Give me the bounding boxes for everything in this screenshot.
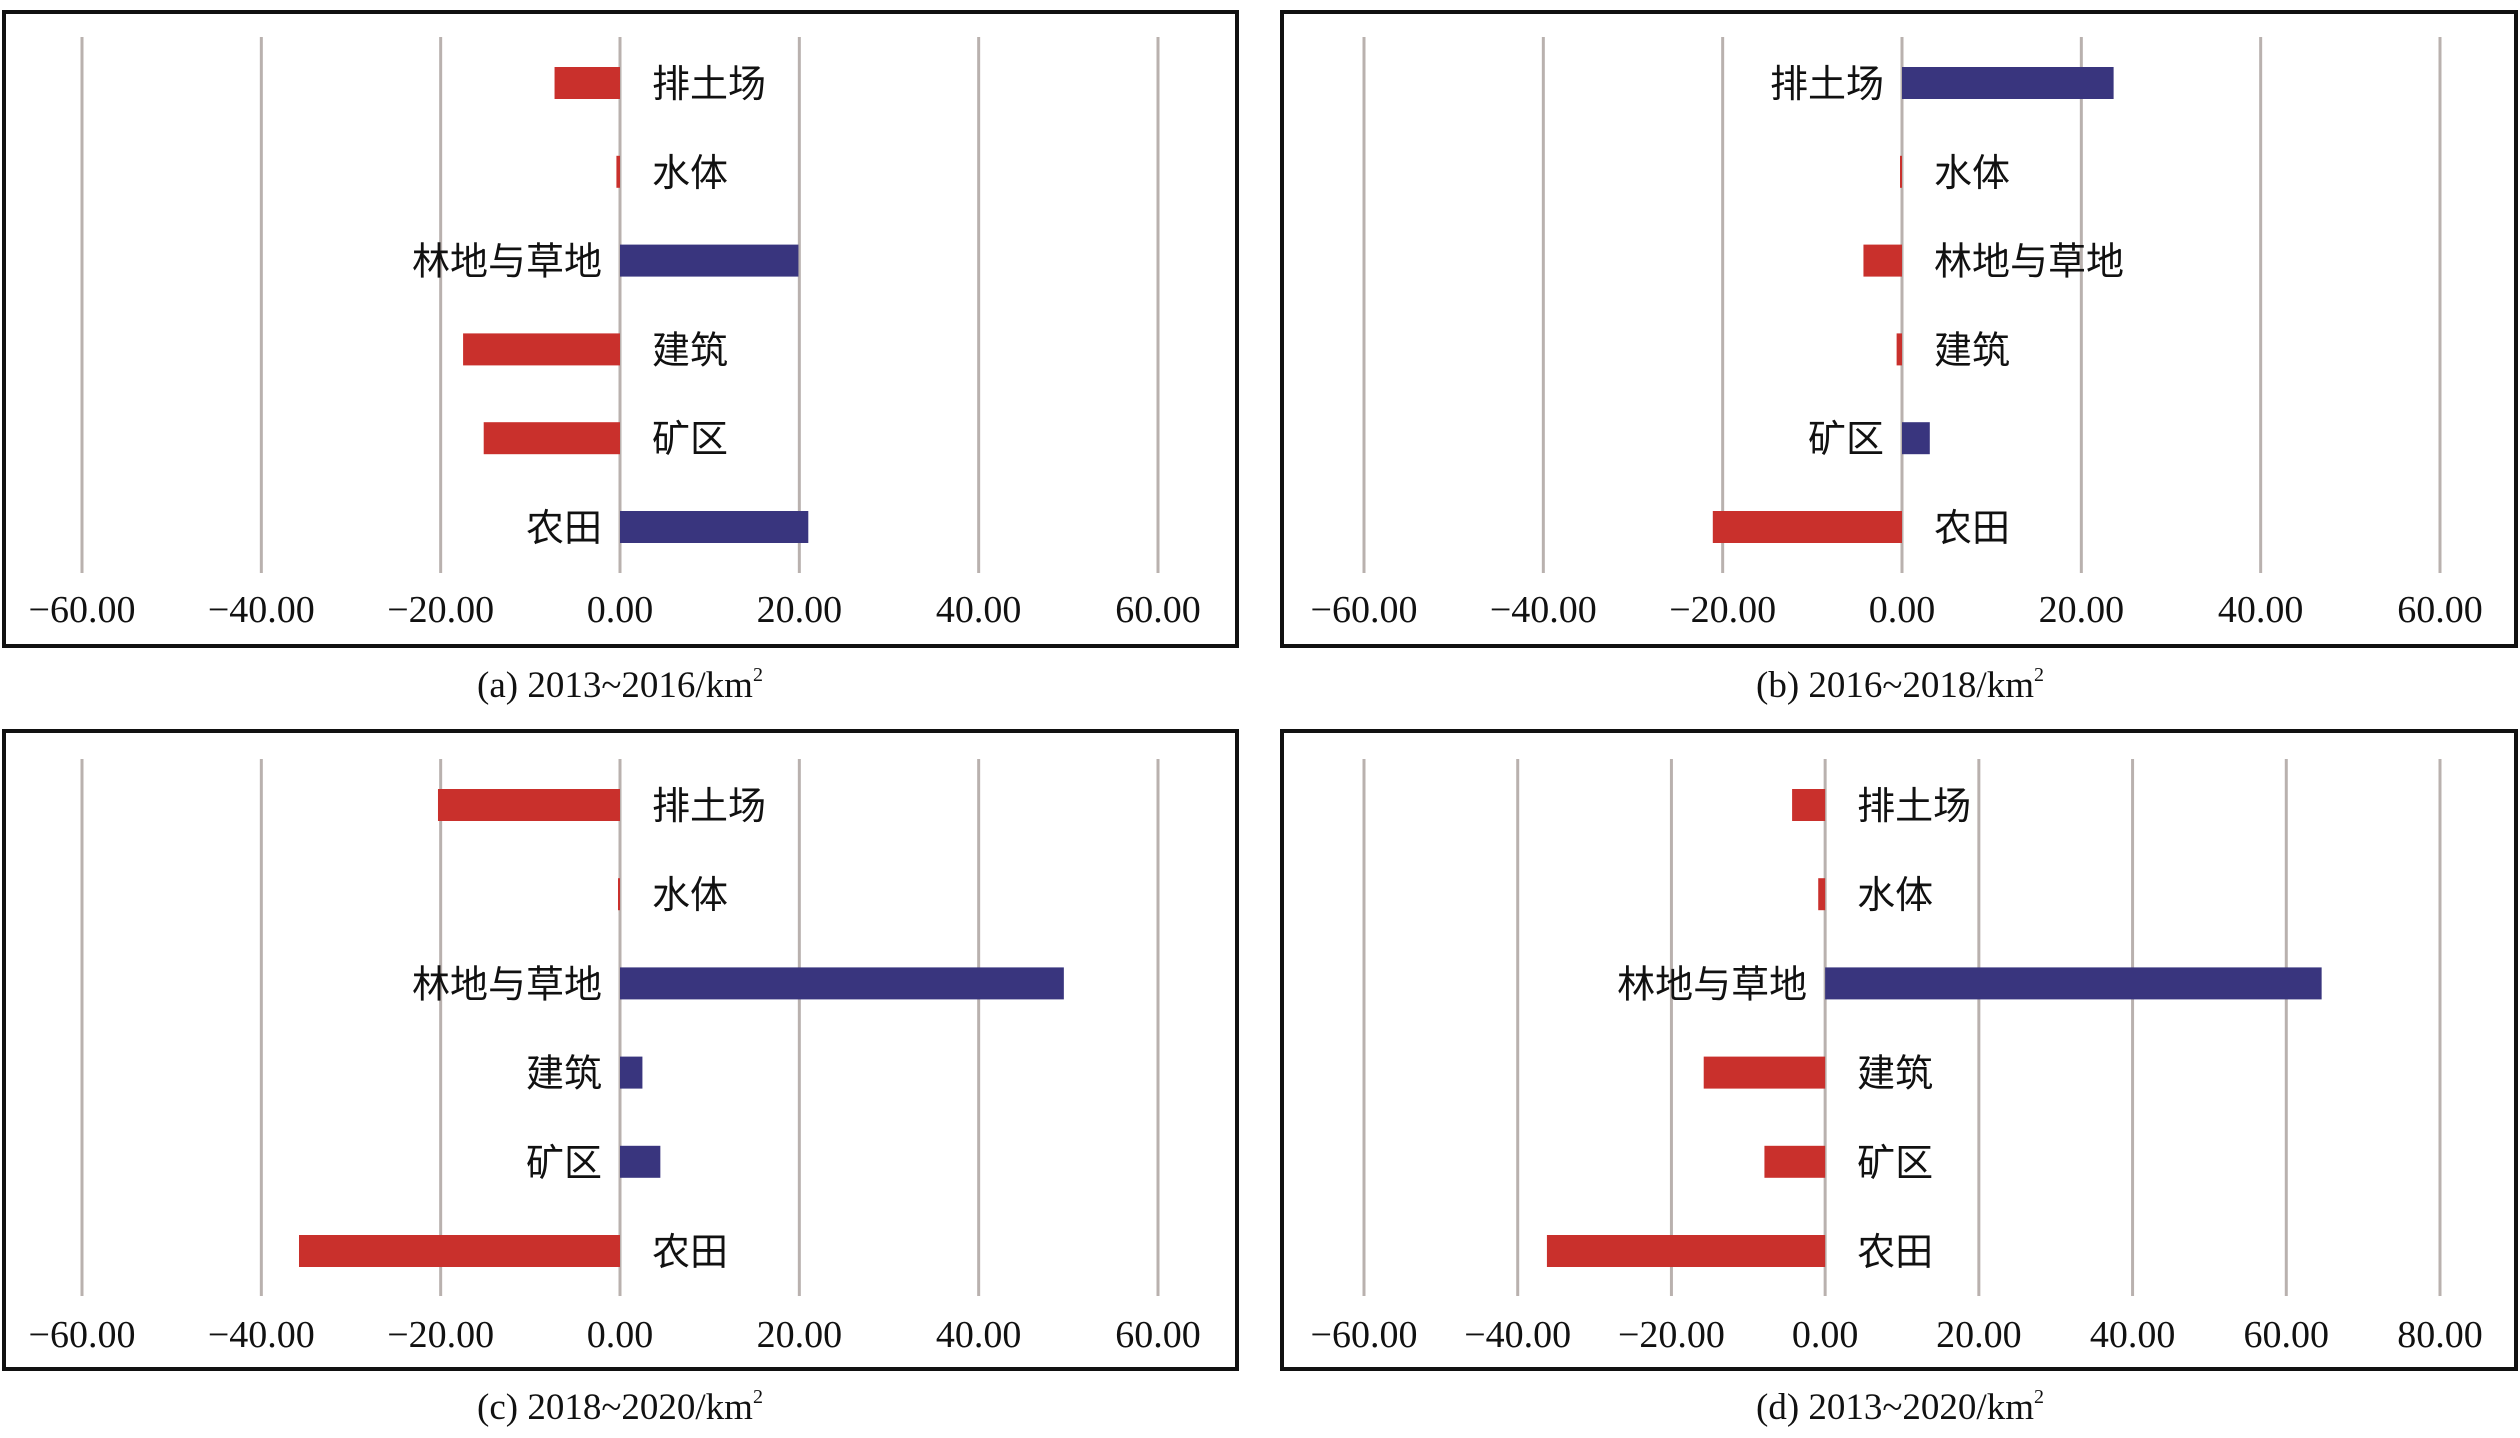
chart-a-caption-text: (a) 2013~2016/km (477, 665, 753, 706)
chart-c-caption-sup: 2 (752, 1386, 763, 1408)
chart-d-caption-text: (d) 2013~2020/km (1756, 1387, 2034, 1428)
chart-c-caption: (c) 2018~2020/km2 (0, 1386, 1240, 1429)
chart-c-caption-text: (c) 2018~2020/km (477, 1387, 753, 1428)
chart-panel-d (1280, 729, 2518, 1371)
chart-a-caption-sup: 2 (752, 664, 763, 686)
chart-b-caption-sup: 2 (2033, 664, 2044, 686)
chart-b-caption-text: (b) 2016~2018/km (1756, 665, 2034, 706)
chart-d-caption-sup: 2 (2033, 1386, 2044, 1408)
chart-b-caption: (b) 2016~2018/km2 (1280, 664, 2520, 707)
chart-panel-b (1280, 10, 2518, 648)
chart-d-caption: (d) 2013~2020/km2 (1280, 1386, 2520, 1429)
chart-panel-a (2, 10, 1239, 648)
chart-panel-c (2, 729, 1239, 1371)
chart-a-caption: (a) 2013~2016/km2 (0, 664, 1240, 707)
